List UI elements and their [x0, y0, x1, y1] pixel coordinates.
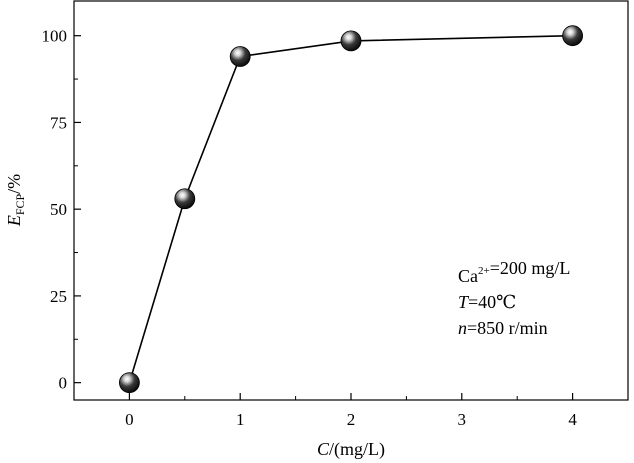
x-axis-label-var: C: [317, 439, 330, 459]
annotation-part: Ca: [458, 266, 478, 286]
y-tick-label: 100: [42, 27, 68, 46]
y-tick-label: 25: [50, 287, 67, 306]
annotation-part: T: [458, 292, 470, 312]
y-axis-label-unit: /%: [4, 174, 24, 194]
annotation-block: Ca2+=200 mg/LT=40℃n=850 r/min: [458, 258, 570, 338]
y-axis-label-var: E: [4, 215, 24, 227]
tick-labels: 0 1 2 3 4 0 25 50 75 100: [42, 27, 578, 429]
axis-ticks: [74, 35, 574, 400]
x-axis-label-unit: /(mg/L): [329, 439, 385, 460]
y-axis-label-sub: FCP: [13, 194, 27, 216]
markers: [118, 25, 583, 394]
data-point: [174, 188, 196, 210]
y-tick-label: 75: [50, 113, 67, 132]
annotation-part: =850 r/min: [467, 318, 548, 338]
data-point: [229, 46, 251, 67]
y-tick-label: 0: [59, 374, 68, 393]
annotation-part: =40℃: [468, 292, 516, 312]
x-tick-label: 4: [568, 410, 577, 429]
x-tick-label: 3: [458, 410, 467, 429]
plot-frame: [73, 0, 629, 401]
data-point: [562, 25, 583, 47]
annotation-line: Ca2+=200 mg/L: [458, 258, 570, 286]
x-axis-label: C/(mg/L): [317, 439, 385, 460]
x-tick-label: 1: [236, 410, 245, 429]
annotation-part: =200 mg/L: [490, 258, 571, 278]
x-tick-label: 2: [347, 410, 356, 429]
y-axis-label: EFCP/%: [4, 174, 27, 227]
data-point: [118, 372, 140, 394]
annotation-part: 2+: [478, 265, 490, 277]
annotation-line: n=850 r/min: [458, 318, 548, 338]
x-tick-label: 0: [125, 410, 134, 429]
annotation-line: T=40℃: [458, 292, 516, 312]
y-tick-label: 50: [50, 200, 67, 219]
annotation-part: n: [458, 318, 467, 338]
data-point: [340, 30, 362, 52]
